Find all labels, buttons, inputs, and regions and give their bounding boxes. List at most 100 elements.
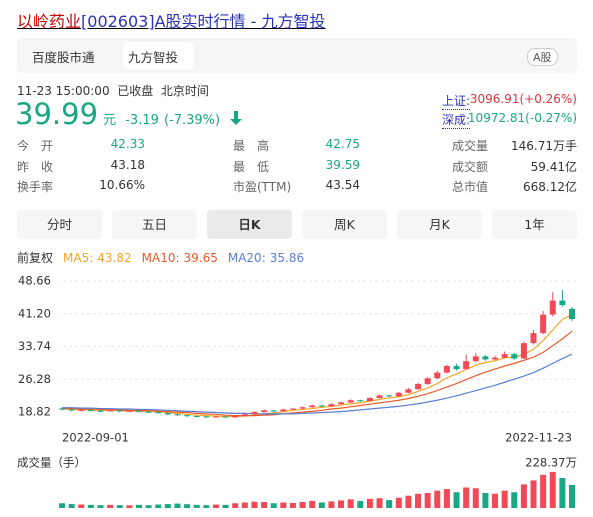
volume-bar — [415, 493, 422, 508]
candle-body — [424, 378, 431, 384]
stock-name[interactable]: 以岭药业 — [17, 12, 82, 31]
y-tick-label: 33.74 — [18, 339, 51, 353]
legend-name: MA10: — [141, 251, 180, 265]
stat-label: 换手率 — [17, 180, 54, 194]
period-tab[interactable]: 五日 — [112, 210, 197, 239]
candle-body — [232, 416, 239, 418]
legend-entry: MA10: 39.65 — [142, 251, 218, 265]
candle-body — [501, 354, 508, 358]
tab-selected-bg — [123, 42, 194, 69]
legend-entry: MA5: 43.82 — [63, 251, 132, 265]
stat-label: 市盈(TTM) — [233, 180, 292, 194]
time: 11-23 15:00:00 — [17, 84, 110, 98]
period-tab[interactable]: 分时 — [17, 210, 102, 239]
volume-bar — [405, 495, 412, 508]
candle-body — [203, 416, 210, 418]
stat-label: 总市值 — [452, 180, 489, 194]
period-tab[interactable]: 周K — [302, 210, 387, 239]
candle-body — [338, 402, 345, 405]
candle-body — [530, 333, 537, 344]
ma-line — [61, 314, 573, 418]
volume-bar — [145, 505, 152, 508]
candle-body — [318, 405, 325, 407]
candle-body — [328, 404, 335, 407]
volume-bar — [482, 493, 489, 508]
stat-label: 昨 收 — [17, 159, 54, 174]
volume-bar — [97, 505, 104, 508]
stat-label: 成交量 — [452, 139, 489, 153]
period-tab[interactable]: 日K — [207, 210, 292, 239]
volume-bar — [386, 500, 393, 508]
candle-body — [222, 416, 229, 418]
stat-value: 668.12亿 — [523, 180, 577, 194]
index-label[interactable]: 深成: — [442, 113, 471, 129]
volume-bar — [174, 503, 181, 508]
candle-body — [405, 389, 412, 393]
period-tab[interactable]: 月K — [397, 210, 482, 239]
page-title[interactable]: 以岭药业[002603]A股实时行情 - 九方智投 — [17, 8, 325, 32]
adjust[interactable]: 前复权 — [17, 251, 54, 265]
tab[interactable]: 九方智投 — [128, 50, 179, 65]
tab[interactable]: 百度股市通 — [32, 50, 95, 65]
candle-body — [482, 356, 489, 360]
candle-body — [261, 410, 268, 413]
candle-body — [212, 416, 219, 418]
volume-bar — [164, 504, 171, 508]
stat-label: 成交额 — [452, 159, 489, 174]
stat-value: 10.66% — [99, 178, 145, 192]
candle-body — [415, 383, 422, 390]
volume-bar — [357, 500, 364, 508]
candle-body — [164, 412, 171, 415]
x-tick-label: 2022-11-23 — [505, 431, 572, 445]
candle-body — [97, 410, 104, 412]
volume-bar — [280, 502, 287, 508]
stat-value: 146.71万手 — [511, 139, 577, 153]
volume-bar — [453, 492, 460, 508]
volume-bar — [222, 504, 229, 508]
stat-value: 59.41亿 — [530, 159, 577, 174]
volume-label: 成交量（手） — [17, 456, 86, 470]
candle-body — [116, 410, 123, 412]
volume-bar — [492, 493, 499, 508]
volume-bar — [126, 505, 133, 508]
index-label[interactable]: 上证: — [442, 94, 471, 110]
volume-bar — [338, 500, 345, 508]
volume-bar — [530, 480, 537, 508]
volume-bar — [107, 504, 114, 508]
candle-body — [434, 372, 441, 379]
title-rest[interactable]: [002603]A股实时行情 - 九方智投 — [81, 12, 326, 31]
volume-bar — [511, 492, 518, 508]
candle-body — [463, 361, 470, 370]
volume-bar — [270, 503, 277, 508]
legend-name: MA20: — [227, 251, 266, 265]
price: 39.99 — [15, 97, 99, 131]
index-value: 10972.81(-0.27%) — [467, 111, 577, 125]
candle-body — [309, 405, 316, 408]
volume-bar — [289, 502, 296, 508]
quote: 39.99 元 -3.19 (-7.39%) — [15, 97, 243, 131]
stat-value: 42.33 — [110, 137, 145, 151]
ma-line — [62, 330, 573, 417]
candle-body — [184, 415, 191, 417]
volume-bar — [212, 504, 219, 508]
period-tab[interactable]: 1年 — [492, 210, 577, 239]
volume-bar — [309, 500, 316, 508]
market-badge[interactable]: A股 — [527, 48, 558, 66]
candle-body — [299, 407, 306, 409]
candle-body — [241, 414, 248, 417]
volume-bar — [559, 478, 566, 508]
candle-body — [251, 412, 258, 415]
down-arrow — [230, 111, 243, 125]
legend-entry: MA20: 35.86 — [228, 251, 304, 265]
candle-body — [559, 300, 566, 306]
candle-body — [145, 411, 152, 413]
volume-bar — [261, 502, 268, 508]
candle-body — [366, 398, 373, 402]
volume-bar — [155, 504, 162, 508]
candle-body — [511, 354, 518, 359]
stat-label: 最 高 — [233, 139, 270, 153]
candle-body — [107, 410, 114, 412]
candle-body — [270, 410, 277, 412]
candle-body — [472, 356, 479, 362]
